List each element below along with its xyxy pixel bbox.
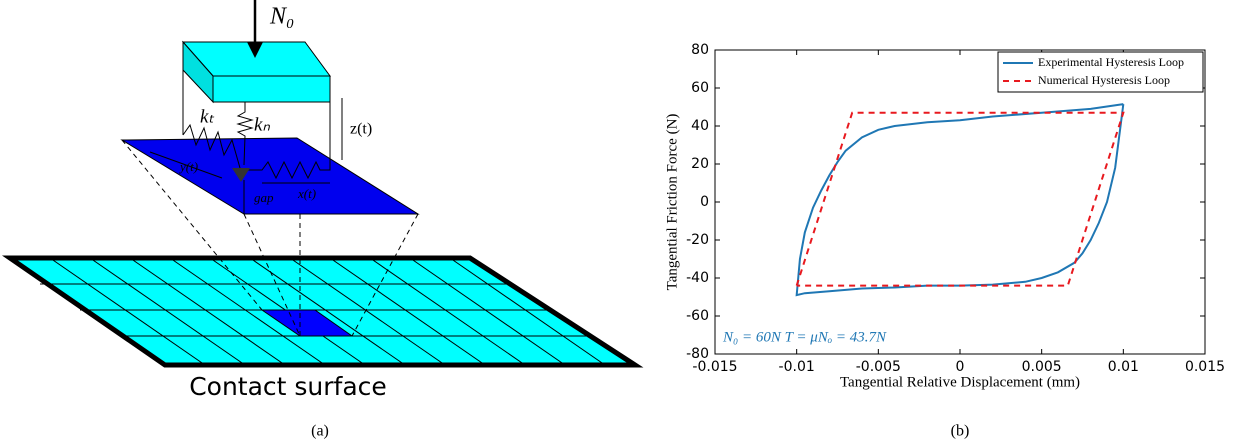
y-tick-label: -60 [686,308,709,324]
x-tick-label: 0.015 [1185,359,1225,375]
springs [149,70,343,214]
series-line [795,103,1125,297]
kt-label: kₜ [200,106,214,127]
y-label: y(t) [178,159,198,174]
x-label: x(t) [297,186,316,201]
x-tick-label: 0.01 [1108,359,1139,375]
kn-label: kₙ [254,114,270,135]
y-tick-label: -80 [686,346,709,362]
diagram: N₀ kₜ kₙ z(t) y(t) x(t) gap Contact surf… [1,0,644,401]
plot-area [715,50,1205,354]
block-side [182,40,214,104]
legend-label: Numerical Hysteresis Loop [1038,73,1170,87]
y-tick-label: -40 [686,270,709,286]
y-tick-label: -20 [686,232,709,248]
y-tick-label: 0 [700,194,709,210]
x-tick-label: -0.015 [692,359,737,375]
annotation: N₀ = 60N T = μNₒ = 43.7N [722,329,887,345]
y-tick-label: 60 [691,80,709,96]
x-axis-label: Tangential Relative Displacement (mm) [840,374,1080,390]
y-tick-label: 20 [691,156,709,172]
series-line [795,111,1125,287]
x-tick-label: 0 [956,359,965,375]
legend-label: Experimental Hysteresis Loop [1038,55,1184,69]
y-tick-label: 80 [691,42,709,58]
y-tick-label: 40 [691,118,709,134]
x-tick-label: -0.005 [856,359,901,375]
caption: (a) [311,423,329,440]
force-arrow-head [247,42,263,58]
z-label: z(t) [350,121,372,138]
surface-label: Contact surface [189,372,387,401]
contact-node [232,168,250,182]
force-label: N₀ [269,4,294,30]
projection-lines [121,139,419,337]
block-front [212,75,331,103]
x-tick-label: 0.005 [1022,359,1062,375]
legend-box [997,51,1204,93]
gap-label: gap [254,190,274,205]
chart: -0.015 -0.01 -0.005 0 0.005 0.01 0.015 -80 -60 -4… [664,42,1225,390]
y-axis-label: Tangential Friction Force (N) [664,114,680,291]
contact-plate [120,137,420,215]
plot-frame [714,49,1206,355]
x-tick-label: -0.01 [779,359,815,375]
caption: (b) [951,423,970,440]
